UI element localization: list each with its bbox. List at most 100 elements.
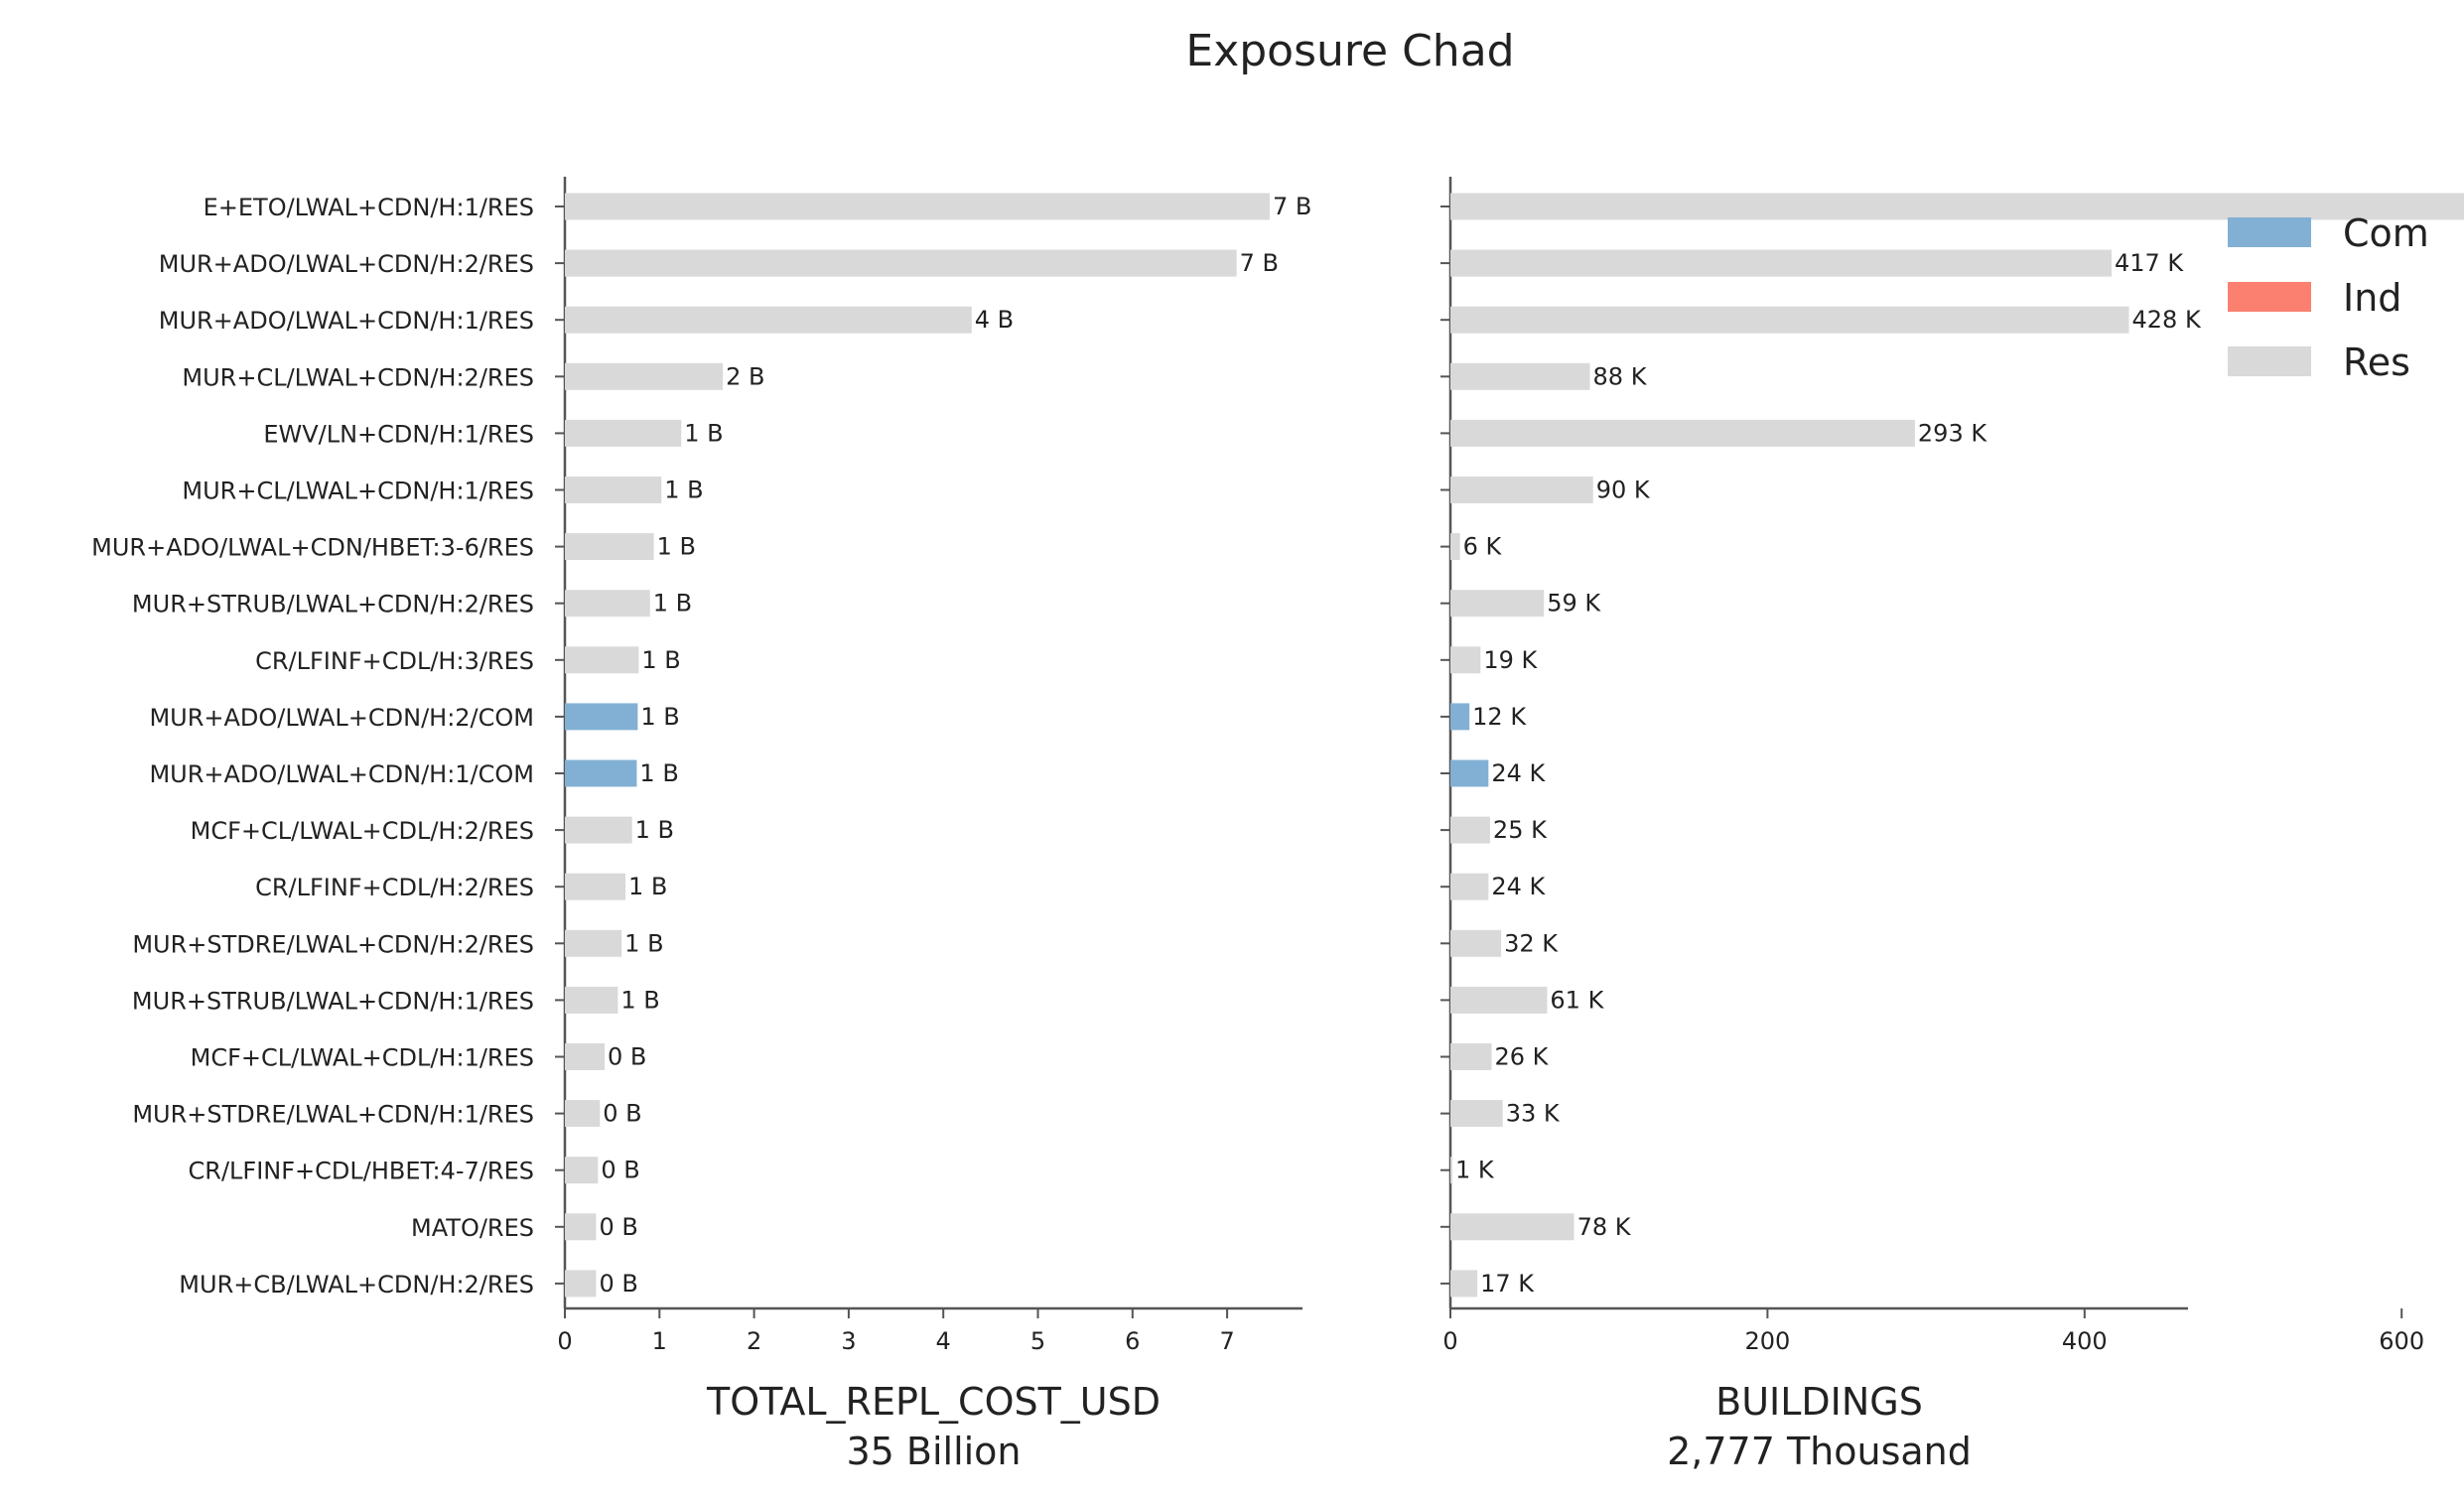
bar-buildings [1450, 363, 1590, 390]
legend-label-res: Res [2343, 341, 2410, 384]
x-tick-label: 400 [2062, 1327, 2108, 1355]
value-label-cost: 1 B [639, 759, 678, 787]
x-tick-label: 3 [841, 1327, 856, 1355]
value-label-buildings: 24 K [1491, 873, 1546, 900]
bar-buildings [1450, 817, 1490, 844]
category-label: MUR+STDRE/LWAL+CDN/H:1/RES [132, 1101, 534, 1129]
value-label-buildings: 428 K [2132, 306, 2202, 334]
chart-title: Exposure Chad [1185, 26, 1514, 76]
x-tick-label: 2 [747, 1327, 761, 1355]
x-axis-label-buildings: BUILDINGS [1715, 1380, 1923, 1424]
category-label: CR/LFINF+CDL/HBET:4-7/RES [189, 1158, 534, 1185]
value-label-buildings: 90 K [1596, 477, 1651, 504]
category-label: CR/LFINF+CDL/H:3/RES [255, 647, 534, 675]
value-label-cost: 1 B [635, 816, 674, 844]
bar-cost [565, 1270, 596, 1297]
category-label: MCF+CL/LWAL+CDL/H:1/RES [191, 1044, 534, 1072]
value-label-cost: 7 B [1240, 249, 1279, 277]
x-tick-label: 0 [1442, 1327, 1457, 1355]
x-tick-label: 7 [1219, 1327, 1234, 1355]
value-label-cost: 7 B [1273, 193, 1311, 220]
bar-buildings [1450, 250, 2112, 277]
bar-cost [565, 194, 1270, 220]
value-label-buildings: 293 K [1918, 419, 1987, 447]
bar-cost [565, 533, 654, 560]
bar-cost [565, 874, 625, 900]
bar-buildings [1450, 533, 1460, 560]
value-label-cost: 0 B [601, 1157, 639, 1184]
bar-cost [565, 817, 632, 844]
category-label: MUR+ADO/LWAL+CDN/H:1/RES [159, 307, 534, 335]
bar-buildings [1450, 930, 1501, 957]
value-label-buildings: 61 K [1550, 986, 1604, 1014]
category-label: MUR+STRUB/LWAL+CDN/H:1/RES [132, 987, 534, 1015]
category-label: E+ETO/LWAL+CDN/H:1/RES [204, 194, 534, 221]
value-label-cost: 0 B [599, 1213, 637, 1241]
bar-cost [565, 703, 637, 730]
bar-buildings [1450, 307, 2129, 334]
value-label-cost: 0 B [599, 1270, 637, 1298]
bar-buildings [1450, 874, 1488, 900]
x-tick-label: 1 [652, 1327, 667, 1355]
value-label-cost: 1 B [640, 703, 679, 731]
x-axis-label-cost: TOTAL_REPL_COST_USD [706, 1380, 1161, 1424]
bar-cost [565, 590, 650, 616]
category-label: MUR+ADO/LWAL+CDN/H:1/COM [149, 760, 534, 788]
bar-cost [565, 930, 621, 957]
value-label-buildings: 26 K [1495, 1043, 1550, 1071]
value-label-cost: 1 B [684, 419, 723, 447]
value-label-cost: 1 B [664, 477, 703, 504]
x-tick-label: 0 [557, 1327, 572, 1355]
value-label-buildings: 17 K [1480, 1270, 1535, 1298]
value-label-cost: 1 B [657, 533, 696, 561]
bar-buildings [1450, 646, 1480, 673]
value-label-buildings: 6 K [1463, 533, 1503, 561]
value-label-buildings: 78 K [1577, 1213, 1632, 1241]
bar-buildings [1450, 703, 1469, 730]
value-label-cost: 1 B [628, 873, 667, 900]
value-label-buildings: 25 K [1493, 816, 1548, 844]
bar-buildings [1450, 590, 1544, 616]
bar-buildings [1450, 1213, 1574, 1240]
x-axis-sublabel-buildings: 2,777 Thousand [1667, 1430, 1972, 1473]
legend-swatch-ind [2228, 282, 2311, 312]
value-label-buildings: 33 K [1506, 1100, 1561, 1128]
bar-cost [565, 1213, 596, 1240]
x-tick-label: 600 [2379, 1327, 2424, 1355]
value-label-cost: 1 B [620, 986, 659, 1014]
category-label: MATO/RES [411, 1214, 534, 1242]
legend-swatch-com [2228, 217, 2311, 247]
value-label-buildings: 32 K [1504, 929, 1559, 957]
x-axis-sublabel-cost: 35 Billion [846, 1430, 1021, 1473]
value-label-buildings: 12 K [1472, 703, 1527, 731]
value-label-cost: 1 B [641, 646, 680, 674]
bar-buildings [1450, 1100, 1503, 1127]
category-label: MUR+STRUB/LWAL+CDN/H:2/RES [132, 591, 534, 618]
value-label-cost: 1 B [653, 590, 692, 617]
bar-buildings [1450, 1043, 1492, 1070]
value-label-buildings: 417 K [2115, 249, 2184, 277]
x-tick-label: 4 [936, 1327, 951, 1355]
legend-swatch-res [2228, 346, 2311, 376]
bar-buildings [1450, 987, 1547, 1014]
legend-label-com: Com [2343, 211, 2429, 255]
value-label-cost: 2 B [726, 362, 764, 390]
legend-label-ind: Ind [2343, 276, 2401, 320]
category-label: MUR+ADO/LWAL+CDN/HBET:3-6/RES [91, 534, 534, 562]
x-tick-label: 200 [1744, 1327, 1790, 1355]
category-label: MUR+ADO/LWAL+CDN/H:2/RES [159, 250, 534, 278]
bar-cost [565, 250, 1237, 277]
value-label-cost: 0 B [603, 1100, 641, 1128]
value-label-cost: 1 B [624, 929, 663, 957]
bar-cost [565, 987, 617, 1014]
category-label: MCF+CL/LWAL+CDL/H:2/RES [191, 817, 534, 845]
bar-buildings [1450, 194, 2464, 220]
value-label-buildings: 19 K [1483, 646, 1538, 674]
bar-buildings [1450, 477, 1593, 503]
bar-buildings [1450, 420, 1915, 447]
value-label-buildings: 1 K [1455, 1157, 1495, 1184]
bar-cost [565, 363, 723, 390]
bar-cost [565, 646, 638, 673]
category-label: MUR+STDRE/LWAL+CDN/H:2/RES [132, 930, 534, 958]
